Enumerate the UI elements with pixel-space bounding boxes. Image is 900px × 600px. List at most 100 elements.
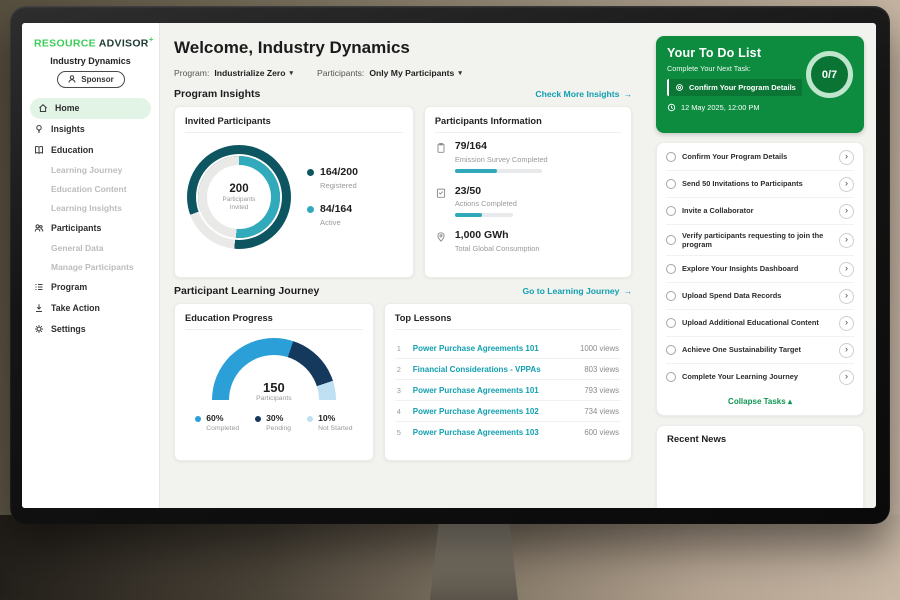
chevron-right-icon[interactable]: › <box>839 177 854 192</box>
lesson-link[interactable]: Financial Considerations - VPPAs <box>413 365 577 374</box>
education-gauge-chart: 150 Participants <box>212 338 336 402</box>
legend-item-active: 84/164 Active <box>307 204 358 227</box>
lesson-row: 3 Power Purchase Agreements 101 793 view… <box>395 380 621 401</box>
logo-text-primary: RESOURCE <box>34 38 96 50</box>
sidebar-item-participants[interactable]: Participants <box>22 218 159 239</box>
dashboard-screen: RESOURCE ADVISOR+ Industry Dynamics Spon… <box>22 23 876 508</box>
participants-filter-value: Only My Participants <box>369 68 454 78</box>
todo-next-task-label: Confirm Your Program Details <box>689 83 796 92</box>
task-checkbox[interactable] <box>666 235 676 245</box>
task-checkbox[interactable] <box>666 345 676 355</box>
legend-label: Pending <box>266 425 291 432</box>
sidebar-item-education[interactable]: Education <box>22 140 159 161</box>
task-label: Complete Your Learning Journey <box>682 372 833 382</box>
participants-filter: Participants: Only My Participants ▾ <box>317 68 462 78</box>
sponsor-badge-label: Sponsor <box>81 75 113 84</box>
progress-bar <box>455 213 513 217</box>
task-row-send-invitations[interactable]: Send 50 Invitations to Participants › <box>666 171 854 198</box>
sidebar-item-home[interactable]: Home <box>30 98 151 119</box>
sidebar-item-manage-participants[interactable]: Manage Participants <box>22 258 159 277</box>
task-row-upload-educational-content[interactable]: Upload Additional Educational Content › <box>666 310 854 337</box>
lesson-rank: 5 <box>397 428 405 437</box>
task-row-confirm-program[interactable]: Confirm Your Program Details › <box>666 144 854 171</box>
go-to-learning-journey-link[interactable]: Go to Learning Journey → <box>522 286 632 296</box>
task-row-complete-learning-journey[interactable]: Complete Your Learning Journey › <box>666 364 854 390</box>
chevron-right-icon[interactable]: › <box>839 316 854 331</box>
lesson-link[interactable]: Power Purchase Agreements 102 <box>413 407 577 416</box>
sidebar-item-education-content[interactable]: Education Content <box>22 180 159 199</box>
sponsor-badge[interactable]: Sponsor <box>57 71 125 88</box>
collapse-tasks-link[interactable]: Collapse Tasks ▴ <box>666 390 854 414</box>
program-filter: Program: Industrialize Zero ▾ <box>174 68 293 78</box>
legend-dot <box>307 206 314 213</box>
sidebar-item-take-action[interactable]: Take Action <box>22 298 159 319</box>
task-checkbox[interactable] <box>666 264 676 274</box>
program-filter-dropdown[interactable]: Industrialize Zero ▾ <box>214 68 293 78</box>
clipboard-icon <box>435 142 447 154</box>
legend-value: 10% <box>318 414 352 423</box>
stat-emission-survey: 79/164 Emission Survey Completed <box>435 141 621 173</box>
chevron-right-icon[interactable]: › <box>839 233 854 248</box>
task-row-invite-collaborator[interactable]: Invite a Collaborator › <box>666 198 854 225</box>
stat-value: 1,000 GWh <box>455 230 540 242</box>
recent-news-title: Recent News <box>667 434 726 445</box>
task-label: Confirm Your Program Details <box>682 152 833 162</box>
task-checkbox[interactable] <box>666 372 676 382</box>
task-row-verify-participants[interactable]: Verify participants requesting to join t… <box>666 225 854 256</box>
check-more-insights-link[interactable]: Check More Insights → <box>535 89 632 99</box>
invited-donut-chart: 200 Participants Invited 164/200 <box>185 141 403 253</box>
sidebar-item-learning-journey[interactable]: Learning Journey <box>22 161 159 180</box>
invited-donut-inner-ring: 200 Participants Invited <box>198 156 280 238</box>
arrow-right-icon: → <box>623 89 632 99</box>
logo-text-secondary: ADVISOR <box>99 38 149 50</box>
task-label: Explore Your Insights Dashboard <box>682 264 833 274</box>
invited-legend: 164/200 Registered 84/164 Active <box>307 167 358 226</box>
app-logo: RESOURCE ADVISOR+ <box>22 33 159 56</box>
chevron-right-icon[interactable]: › <box>839 150 854 165</box>
person-icon <box>67 74 77 84</box>
task-row-upload-spend-data[interactable]: Upload Spend Data Records › <box>666 283 854 310</box>
sidebar-item-learning-insights[interactable]: Learning Insights <box>22 199 159 218</box>
sidebar-item-insights[interactable]: Insights <box>22 119 159 140</box>
sidebar-item-program[interactable]: Program <box>22 277 159 298</box>
target-icon <box>675 83 684 92</box>
todo-next-task[interactable]: Confirm Your Program Details <box>667 79 802 96</box>
lesson-rank: 2 <box>397 365 405 374</box>
lesson-views: 734 views <box>584 407 619 416</box>
sidebar-nav: Home Insights Education Learning Journey… <box>22 98 159 340</box>
lesson-link[interactable]: Power Purchase Agreements 103 <box>413 428 577 437</box>
chevron-right-icon[interactable]: › <box>839 289 854 304</box>
stat-label: Actions Completed <box>455 199 517 208</box>
todo-progress-ring: 0/7 <box>806 51 853 98</box>
task-checkbox[interactable] <box>666 179 676 189</box>
legend-label: Active <box>320 218 352 227</box>
legend-item-not-started: 10% Not Started <box>307 414 352 432</box>
todo-due-date-label: 12 May 2025, 12:00 PM <box>681 103 759 112</box>
chevron-right-icon[interactable]: › <box>839 343 854 358</box>
sidebar-item-settings[interactable]: Settings <box>22 319 159 340</box>
chevron-right-icon[interactable]: › <box>839 370 854 385</box>
task-row-explore-insights[interactable]: Explore Your Insights Dashboard › <box>666 256 854 283</box>
gauge-center-value: 150 <box>212 381 336 394</box>
chevron-right-icon[interactable]: › <box>839 262 854 277</box>
participants-filter-dropdown[interactable]: Only My Participants ▾ <box>369 68 462 78</box>
lesson-link[interactable]: Power Purchase Agreements 101 <box>413 386 577 395</box>
people-icon <box>34 223 44 233</box>
sidebar-item-general-data[interactable]: General Data <box>22 239 159 258</box>
task-checkbox[interactable] <box>666 152 676 162</box>
task-checkbox[interactable] <box>666 206 676 216</box>
lesson-link[interactable]: Power Purchase Agreements 101 <box>413 344 572 353</box>
task-checkbox[interactable] <box>666 318 676 328</box>
collapse-tasks-label: Collapse Tasks <box>728 397 786 406</box>
task-row-achieve-target[interactable]: Achieve One Sustainability Target › <box>666 337 854 364</box>
lesson-views: 1000 views <box>580 344 619 353</box>
org-name: Industry Dynamics <box>22 56 159 66</box>
legend-value: 84/164 <box>320 204 352 216</box>
chevron-right-icon[interactable]: › <box>839 204 854 219</box>
learning-journey-header: Participant Learning Journey Go to Learn… <box>174 285 632 297</box>
task-checkbox[interactable] <box>666 291 676 301</box>
chevron-up-icon: ▴ <box>788 397 792 406</box>
education-progress-card-title: Education Progress <box>185 313 363 330</box>
monitor-stand <box>430 522 518 600</box>
legend-label: Completed <box>206 425 239 432</box>
